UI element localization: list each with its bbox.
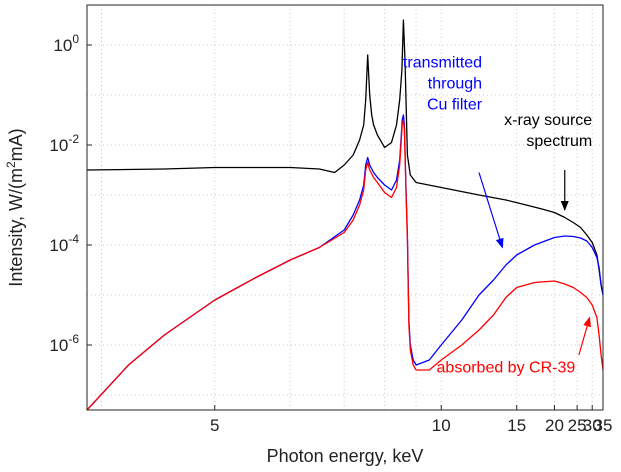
- anno-source-line: x-ray source: [504, 112, 592, 129]
- x-tick-label-30: 30: [583, 416, 602, 435]
- anno-source-label: x-ray source spectrum: [504, 112, 592, 150]
- grid: [87, 5, 603, 410]
- x-tick-label-15: 15: [507, 416, 526, 435]
- x-tick-label-25: 25: [568, 416, 587, 435]
- plot-frame: [86, 4, 604, 411]
- y-tick-label: 10-4: [49, 232, 79, 255]
- series-line-absorbed: [86, 119, 604, 411]
- y-tick-base: 10: [49, 236, 68, 255]
- y-tick-base: 10: [49, 336, 68, 355]
- y-axis-label-tail: mA): [6, 128, 26, 161]
- series-line-source: [86, 19, 604, 296]
- anno-transmitted-arrow: [478, 172, 504, 249]
- anno-transmitted-line: transmitted: [403, 55, 482, 72]
- y-tick-exponent: -6: [68, 332, 79, 346]
- y-tick-base: 10: [53, 36, 72, 55]
- y-axis-label-main: Intensity, W/(m: [6, 168, 26, 287]
- x-tick-label-10: 10: [432, 416, 451, 435]
- anno-absorbed-arrow: [578, 316, 591, 356]
- series-group: [86, 19, 604, 411]
- y-tick-label: 10-6: [49, 332, 79, 355]
- x-tick-label-20: 20: [545, 416, 564, 435]
- anno-transmitted-label: transmitted through Cu filter: [403, 55, 483, 114]
- y-axis-label-sup: 2: [4, 161, 18, 168]
- y-tick-label: 10-2: [49, 132, 79, 155]
- anno-transmitted-line: through: [428, 76, 482, 93]
- y-tick-label: 100: [53, 32, 79, 55]
- y-tick-exponent: -4: [68, 232, 79, 246]
- y-tick-base: 10: [49, 136, 68, 155]
- anno-transmitted-line: Cu filter: [427, 97, 483, 114]
- y-axis-label: Intensity, W/(m2mA): [4, 128, 26, 286]
- y-tick-exponent: -2: [68, 132, 79, 146]
- anno-source-line: spectrum: [526, 133, 592, 150]
- x-axis-label: Photon energy, keV: [267, 446, 424, 466]
- anno-absorbed-line: absorbed by CR-39: [437, 360, 576, 377]
- x-tick-label-35: 35: [594, 416, 613, 435]
- x-tick-label-5: 5: [210, 416, 219, 435]
- y-tick-exponent: 0: [72, 32, 79, 46]
- annotation-group: transmitted through Cu filter x-ray source s…: [403, 55, 592, 377]
- anno-absorbed-label: absorbed by CR-39: [437, 360, 576, 377]
